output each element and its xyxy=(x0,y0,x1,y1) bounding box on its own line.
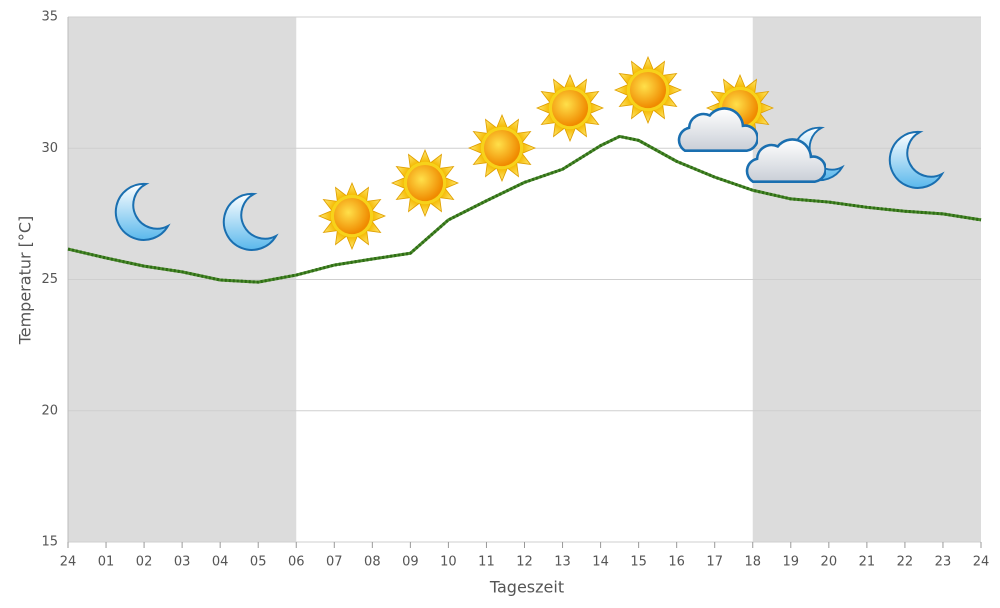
x-tick-label: 15 xyxy=(630,555,647,570)
x-tick-label: 08 xyxy=(364,555,381,570)
x-tick-label: 10 xyxy=(440,555,457,570)
x-tick-label: 01 xyxy=(98,555,115,570)
x-tick-label: 24 xyxy=(60,555,77,570)
x-tick-label: 12 xyxy=(516,555,533,570)
sun-icon xyxy=(536,74,604,142)
y-axis-title: Temperatur [°C] xyxy=(16,216,35,346)
x-tick-label: 20 xyxy=(821,555,838,570)
x-tick-label: 03 xyxy=(174,555,191,570)
y-tick-label: 25 xyxy=(41,272,58,287)
line-texture xyxy=(67,134,982,284)
x-tick-label: 09 xyxy=(402,555,419,570)
x-tick-label: 11 xyxy=(478,555,495,570)
x-tick-label: 06 xyxy=(288,555,305,570)
sun-icon xyxy=(391,149,459,217)
x-tick-label: 24 xyxy=(973,555,990,570)
y-tick-label: 35 xyxy=(41,10,58,25)
y-tick-label: 30 xyxy=(41,141,58,156)
y-tick-label: 15 xyxy=(41,535,58,550)
x-tick-label: 23 xyxy=(935,555,952,570)
x-tick-label: 13 xyxy=(554,555,571,570)
x-tick-label: 19 xyxy=(783,555,800,570)
x-tick-label: 17 xyxy=(706,555,723,570)
x-axis-title: Tageszeit xyxy=(489,578,564,597)
sun-icon xyxy=(614,56,682,124)
x-tick-label: 05 xyxy=(250,555,267,570)
y-tick-label: 20 xyxy=(41,403,58,418)
x-tick-label: 16 xyxy=(668,555,685,570)
x-tick-label: 21 xyxy=(859,555,876,570)
sun-icon xyxy=(318,182,386,250)
x-tick-label: 18 xyxy=(744,555,761,570)
grid: 15 20 25 30 35 24 01 02 03 04 05 06 07 08 09 10 11 12 13 14… xyxy=(41,10,989,570)
x-tick-label: 02 xyxy=(136,555,153,570)
plot xyxy=(67,134,982,284)
x-tick-label: 04 xyxy=(212,555,229,570)
x-tick-label: 14 xyxy=(592,555,609,570)
sun-icon xyxy=(468,114,536,182)
x-tick-label: 22 xyxy=(897,555,914,570)
x-tick-label: 07 xyxy=(326,555,343,570)
